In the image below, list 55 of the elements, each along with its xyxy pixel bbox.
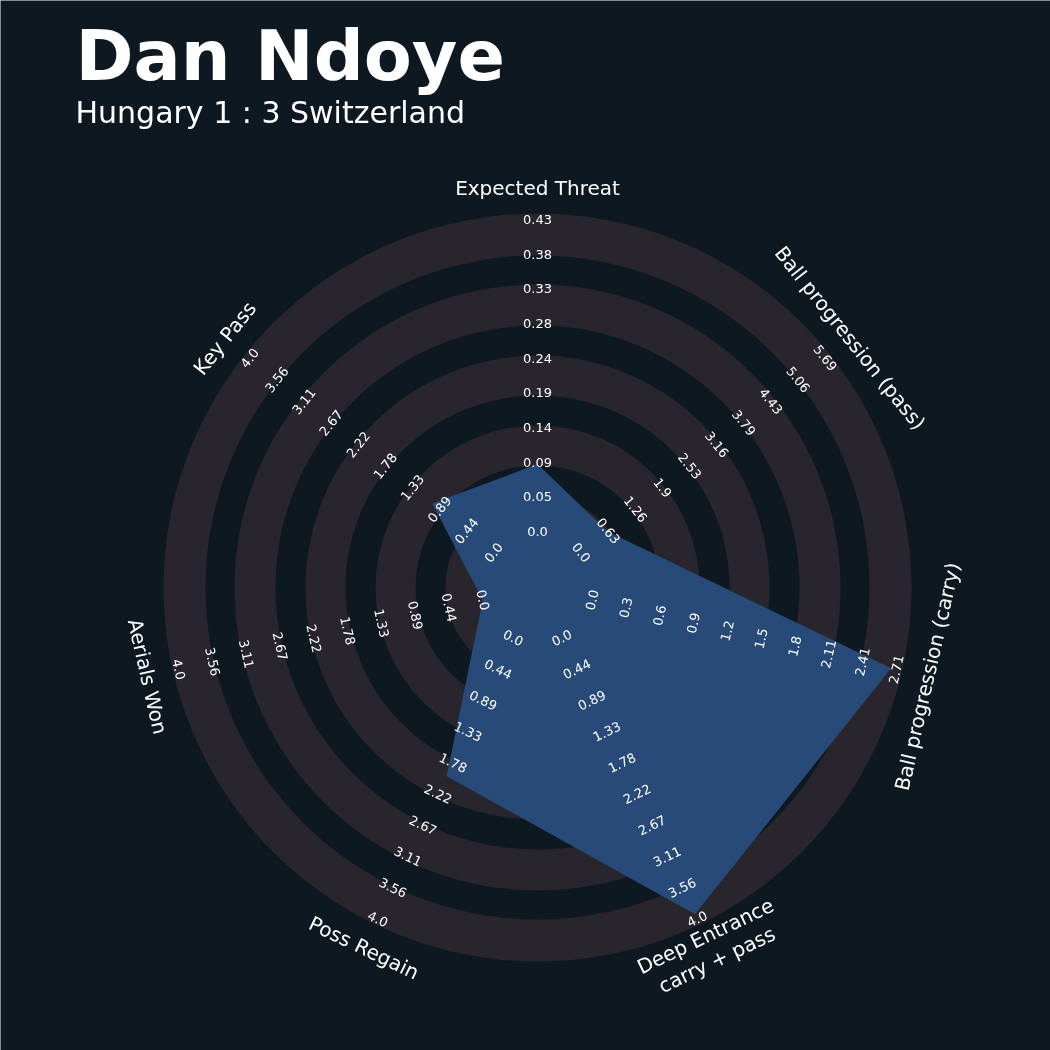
text: 3.56 — [376, 874, 410, 901]
text: 0.0 — [582, 588, 602, 612]
text: 0.0 — [481, 539, 507, 566]
text: 0.28 — [523, 316, 552, 331]
text: 0.05 — [523, 489, 552, 505]
text: 3.11 — [235, 638, 257, 670]
text: 1.5 — [751, 626, 771, 651]
text: 3.11 — [650, 843, 684, 870]
text: 1.33 — [370, 607, 393, 639]
text: 2.22 — [421, 781, 455, 808]
text: 1.78 — [605, 749, 639, 776]
text: 2.22 — [303, 622, 325, 655]
text: 0.44 — [438, 591, 460, 624]
text: 2.11 — [818, 638, 840, 670]
spoke-label: Expected Threat — [455, 175, 621, 200]
text: 0.38 — [523, 246, 552, 262]
text: 1.8 — [785, 634, 805, 658]
text: 0.3 — [616, 595, 636, 620]
text: 1.33 — [451, 718, 485, 745]
text: 0.89 — [404, 599, 426, 632]
text: 0.19 — [523, 385, 552, 401]
text: 0.09 — [523, 454, 552, 470]
text: 0.89 — [466, 687, 500, 714]
text: 1.2 — [717, 619, 737, 643]
text: 1.78 — [337, 615, 359, 647]
text: 1.9 — [650, 474, 675, 501]
text: 0.9 — [683, 611, 704, 635]
text: 1.78 — [436, 749, 470, 776]
text: 0.43 — [523, 212, 552, 227]
text: 1.33 — [590, 718, 624, 745]
text: 0.0 — [568, 539, 594, 566]
text: 0.0 — [473, 588, 493, 612]
text: 2.41 — [851, 645, 874, 678]
text: 4.0 — [237, 345, 263, 371]
text: 0.0 — [549, 626, 575, 650]
text: 2.71 — [885, 653, 907, 686]
text: 4.0 — [365, 907, 391, 931]
text: 2.67 — [269, 630, 291, 663]
text: 0.0 — [527, 524, 548, 539]
text: 0.14 — [523, 420, 552, 435]
text: 2.67 — [635, 812, 669, 839]
text: 0.0 — [500, 626, 526, 650]
text: 3.56 — [665, 874, 699, 901]
chart-title: Dan Ndoye — [75, 14, 505, 97]
text: 0.44 — [481, 656, 515, 683]
text: 0.44 — [560, 656, 594, 683]
text: 3.11 — [391, 843, 425, 870]
chart-subtitle: Hungary 1 : 3 Switzerland — [75, 95, 466, 130]
text: 2.67 — [406, 812, 440, 839]
text: 2.22 — [620, 781, 654, 808]
text: 0.24 — [523, 350, 552, 366]
text: 0.89 — [575, 687, 609, 714]
text: 0.33 — [523, 281, 552, 297]
text: 0.6 — [650, 603, 670, 628]
text: 3.56 — [201, 645, 224, 678]
